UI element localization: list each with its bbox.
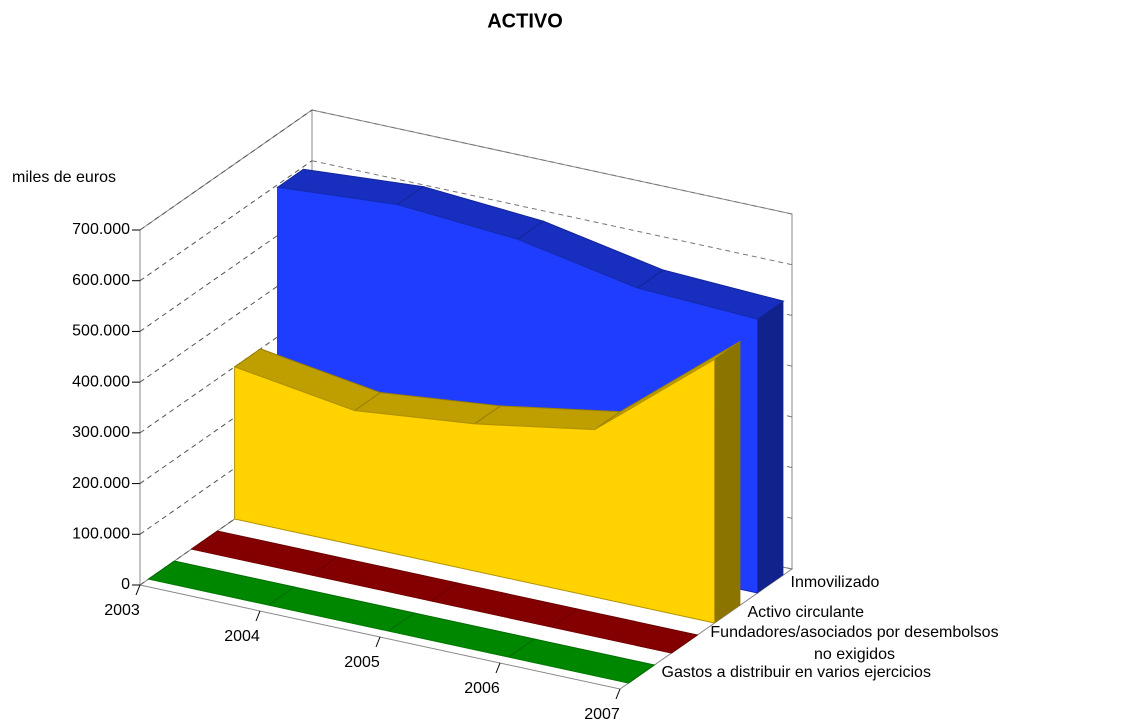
x-tick bbox=[615, 688, 621, 700]
x-tick bbox=[495, 662, 501, 674]
x-tick bbox=[135, 584, 141, 596]
x-tick-label: 2004 bbox=[224, 628, 260, 645]
chart-title: ACTIVO bbox=[487, 10, 563, 32]
y-tick-label: 100.000 bbox=[72, 526, 130, 543]
series-label: Gastos a distribuir en varios ejercicios bbox=[661, 664, 931, 681]
x-tick-label: 2007 bbox=[584, 706, 620, 720]
ribbon-end bbox=[714, 341, 741, 623]
series-label: Inmovilizado bbox=[790, 574, 880, 591]
grid-line bbox=[139, 160, 313, 282]
x-tick bbox=[255, 610, 261, 622]
grid-line bbox=[311, 109, 793, 215]
area bbox=[148, 578, 629, 684]
y-tick-label: 700.000 bbox=[72, 221, 130, 238]
y-tick-label: 500.000 bbox=[72, 323, 130, 340]
x-tick bbox=[375, 636, 381, 648]
x-tick-label: 2005 bbox=[344, 654, 380, 671]
y-tick-label: 200.000 bbox=[72, 475, 130, 492]
x-tick-label: 2003 bbox=[104, 602, 140, 619]
y-tick-label: 600.000 bbox=[72, 272, 130, 289]
ribbon-end bbox=[757, 301, 784, 593]
x-tick-label: 2006 bbox=[464, 680, 500, 697]
y-tick-label: 300.000 bbox=[72, 424, 130, 441]
y-tick-label: 400.000 bbox=[72, 373, 130, 390]
series-label: Fundadores/asociados por desembolsos no … bbox=[710, 624, 999, 663]
series-label: Activo circulante bbox=[747, 604, 865, 621]
area bbox=[234, 358, 716, 624]
grid-line bbox=[311, 160, 793, 266]
area bbox=[191, 548, 672, 654]
grid-line bbox=[139, 109, 313, 231]
y-tick-label: 0 bbox=[121, 576, 130, 593]
y-axis-label: miles de euros bbox=[12, 169, 116, 186]
